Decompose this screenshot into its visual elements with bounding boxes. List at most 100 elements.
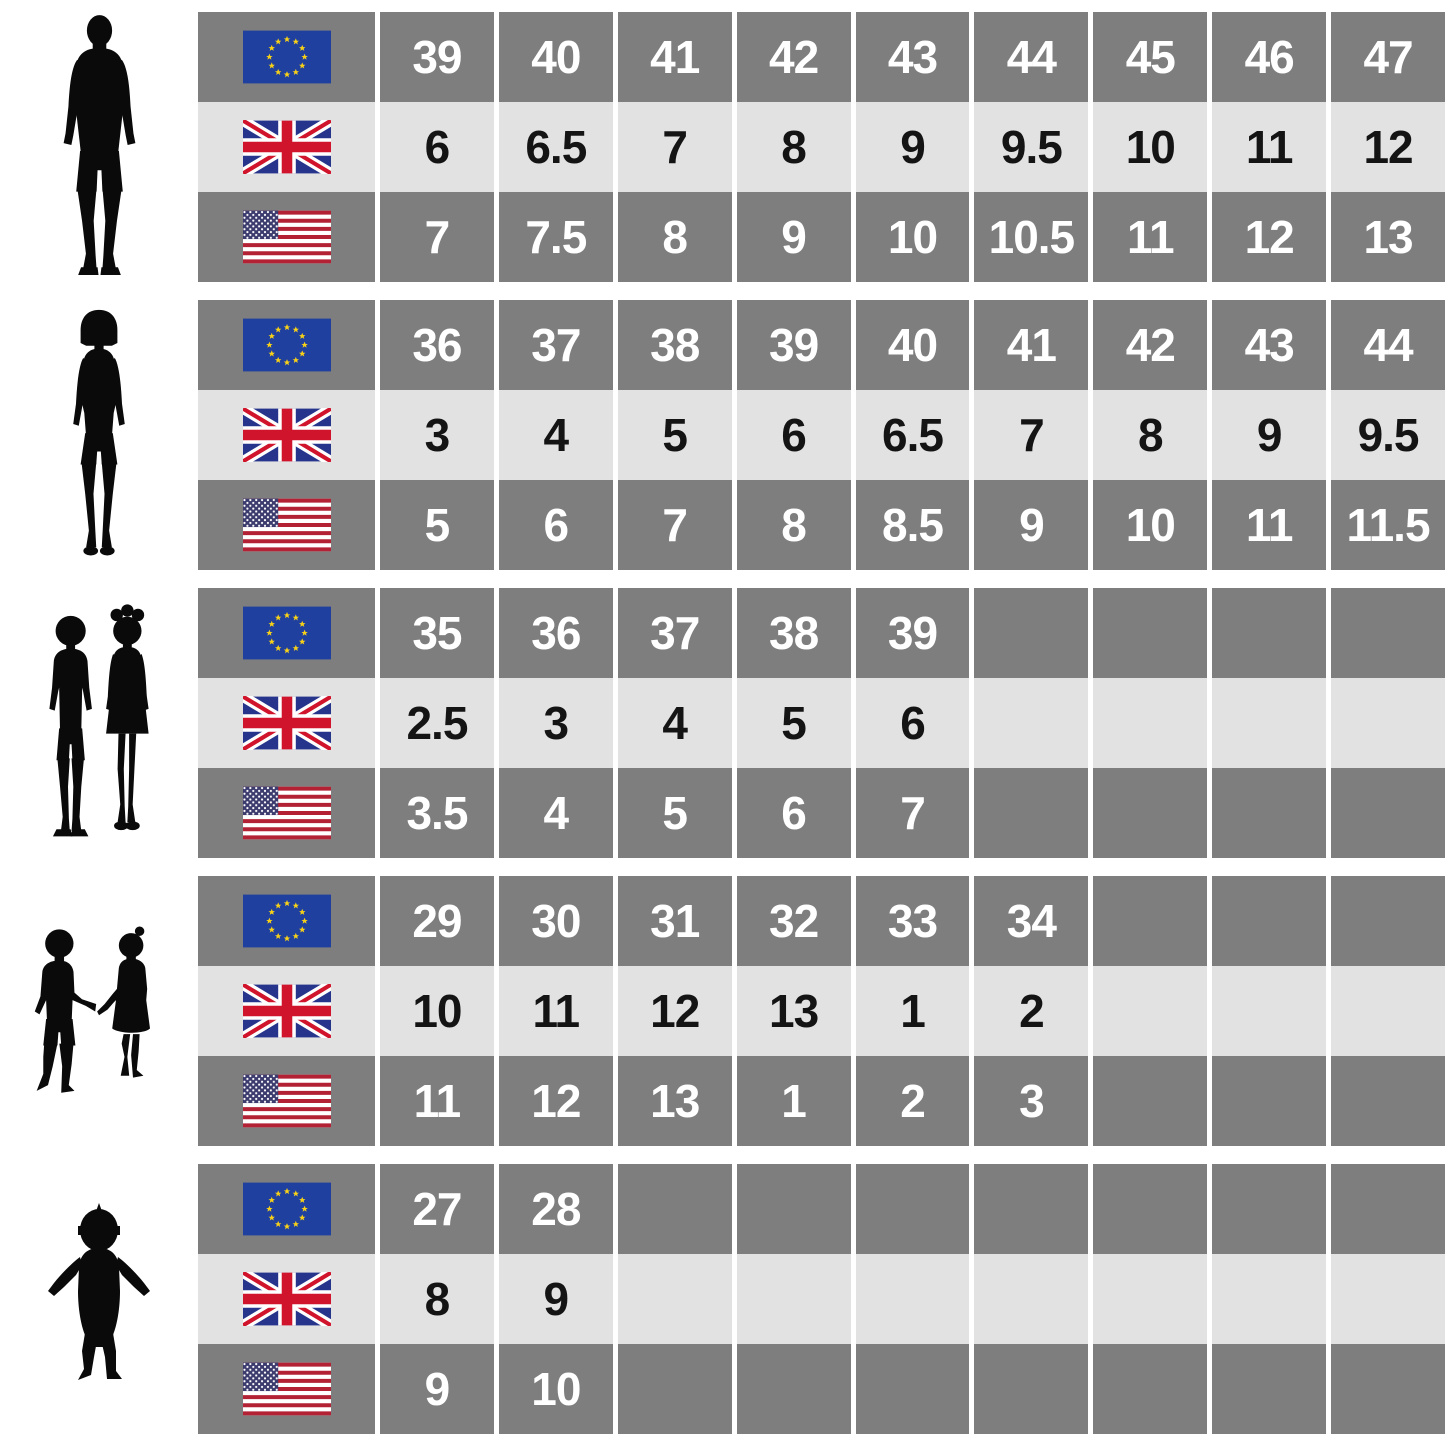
size-cell-children-us (1093, 1056, 1208, 1146)
size-cell-women-eu: 36 (380, 300, 494, 390)
size-cell-men-uk: 10 (1093, 102, 1208, 192)
us-flag-cell (198, 480, 375, 570)
us-flag-icon (243, 1362, 331, 1416)
size-cell-children-eu (1331, 876, 1445, 966)
size-cell-men-uk: 6.5 (498, 102, 613, 192)
size-cell-kids-uk: 4 (617, 678, 732, 768)
uk-flag-icon (243, 696, 331, 750)
children-holding-hands-silhouette (34, 926, 150, 1093)
kids-pair-silhouette (49, 604, 149, 837)
size-cell-children-us: 11 (380, 1056, 494, 1146)
size-cell-women-eu: 39 (736, 300, 851, 390)
size-cell-kids-uk: 5 (736, 678, 851, 768)
size-cell-toddler-eu: 28 (498, 1164, 613, 1254)
size-cell-kids-uk: 6 (855, 678, 970, 768)
size-cell-kids-us: 6 (736, 768, 851, 858)
size-cell-children-uk: 11 (498, 966, 613, 1056)
group-toddler: 27 28 8 9 9 10 (0, 1164, 1445, 1434)
man-silhouette (0, 12, 198, 282)
size-cell-men-uk: 9.5 (974, 102, 1089, 192)
us-flag-cell (198, 1056, 375, 1146)
size-cell-kids-us (974, 768, 1089, 858)
size-cell-toddler-eu (1093, 1164, 1208, 1254)
size-cell-kids-uk (1093, 678, 1208, 768)
size-cell-men-us: 8 (617, 192, 732, 282)
size-cell-children-eu: 34 (974, 876, 1089, 966)
size-cell-men-eu: 45 (1093, 12, 1208, 102)
uk-flag-icon (243, 408, 331, 462)
size-cell-men-us: 11 (1093, 192, 1208, 282)
eu-flag-cell (198, 1164, 375, 1254)
size-cell-men-uk: 11 (1212, 102, 1327, 192)
us-flag-icon (243, 786, 331, 840)
size-cell-toddler-eu (1212, 1164, 1327, 1254)
size-cell-women-uk: 9 (1212, 390, 1327, 480)
size-cell-children-us: 12 (498, 1056, 613, 1146)
size-cell-women-eu: 40 (855, 300, 970, 390)
size-grid-men: 39 40 41 42 43 44 45 46 47 6 6.5 7 8 9 9.5 10 11 12 7 7.5 8 9… (198, 12, 1445, 282)
size-cell-kids-eu (1331, 588, 1445, 678)
size-cell-children-uk: 10 (380, 966, 494, 1056)
size-cell-children-us: 13 (617, 1056, 732, 1146)
size-cell-toddler-uk (974, 1254, 1089, 1344)
size-cell-men-us: 10 (855, 192, 970, 282)
eu-flag-icon (243, 606, 331, 660)
size-cell-toddler-uk: 9 (498, 1254, 613, 1344)
eu-flag-icon (243, 1182, 331, 1236)
size-cell-toddler-us (855, 1344, 970, 1434)
size-cell-children-eu: 31 (617, 876, 732, 966)
size-cell-kids-uk: 3 (498, 678, 613, 768)
size-cell-men-us: 13 (1331, 192, 1445, 282)
size-cell-toddler-eu: 27 (380, 1164, 494, 1254)
size-cell-children-eu: 30 (498, 876, 613, 966)
eu-flag-cell (198, 300, 375, 390)
uk-flag-cell (198, 1254, 375, 1344)
size-cell-men-uk: 8 (736, 102, 851, 192)
size-cell-kids-eu (1212, 588, 1327, 678)
size-cell-toddler-us (1331, 1344, 1445, 1434)
size-cell-women-eu: 41 (974, 300, 1089, 390)
size-cell-women-us: 8 (736, 480, 851, 570)
size-cell-kids-uk: 2.5 (380, 678, 494, 768)
size-grid-children: 29 30 31 32 33 34 10 11 12 13 1 2 11 12 13 1 2 3 (198, 876, 1445, 1146)
size-cell-men-eu: 43 (855, 12, 970, 102)
size-cell-toddler-eu (855, 1164, 970, 1254)
size-cell-men-eu: 41 (617, 12, 732, 102)
size-cell-children-eu: 32 (736, 876, 851, 966)
woman-silhouette (73, 309, 125, 556)
size-cell-women-uk: 9.5 (1331, 390, 1445, 480)
size-cell-women-us: 8.5 (855, 480, 970, 570)
size-cell-kids-us: 7 (855, 768, 970, 858)
size-cell-men-eu: 46 (1212, 12, 1327, 102)
size-cell-kids-us (1093, 768, 1208, 858)
eu-flag-icon (243, 318, 331, 372)
size-cell-men-eu: 44 (974, 12, 1089, 102)
eu-flag-cell (198, 876, 375, 966)
size-cell-children-uk: 12 (617, 966, 732, 1056)
size-cell-men-eu: 39 (380, 12, 494, 102)
toddler-silhouette (48, 1203, 150, 1380)
size-cell-children-uk: 1 (855, 966, 970, 1056)
size-cell-toddler-eu (1331, 1164, 1445, 1254)
man-silhouette (63, 15, 135, 276)
us-flag-cell (198, 1344, 375, 1434)
us-flag-icon (243, 1074, 331, 1128)
size-cell-toddler-us: 9 (380, 1344, 494, 1434)
size-cell-men-us: 10.5 (974, 192, 1089, 282)
size-cell-women-eu: 37 (498, 300, 613, 390)
size-cell-women-uk: 8 (1093, 390, 1208, 480)
size-cell-men-uk: 6 (380, 102, 494, 192)
group-women: 36 37 38 39 40 41 42 43 44 3 4 5 6 6.5 7 8 9 9.5 5 6 7 8 8.5 9 1… (0, 300, 1445, 570)
uk-flag-cell (198, 390, 375, 480)
size-cell-children-uk (1212, 966, 1327, 1056)
size-cell-toddler-us (974, 1344, 1089, 1434)
size-cell-kids-eu: 37 (617, 588, 732, 678)
size-cell-women-us: 11.5 (1331, 480, 1445, 570)
eu-flag-cell (198, 588, 375, 678)
group-men: 39 40 41 42 43 44 45 46 47 6 6.5 7 8 9 9.5 10 11 12 7 7.5 8 9… (0, 12, 1445, 282)
size-cell-toddler-us (1212, 1344, 1327, 1434)
size-cell-toddler-eu (974, 1164, 1089, 1254)
size-cell-toddler-uk: 8 (380, 1254, 494, 1344)
